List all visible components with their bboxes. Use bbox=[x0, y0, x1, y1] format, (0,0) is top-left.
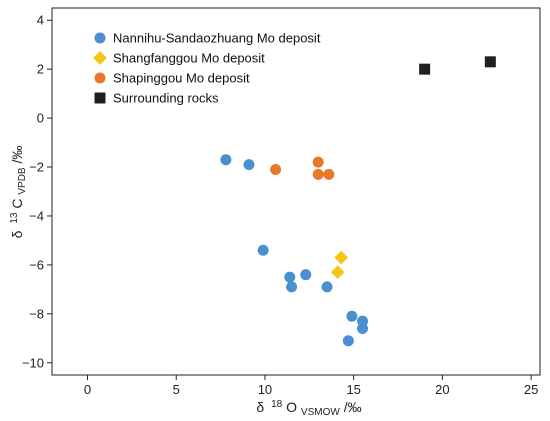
data-point-surrounding-rocks bbox=[484, 56, 496, 68]
y-tick-label: −6 bbox=[29, 257, 44, 272]
data-point-shapinggou-mo-deposit bbox=[270, 163, 282, 175]
data-point-nannihu-sandaozhuang-mo-deposit bbox=[284, 271, 296, 283]
y-tick-label: 2 bbox=[37, 62, 44, 77]
y-tick-label: −10 bbox=[22, 355, 44, 370]
y-tick-label: −2 bbox=[29, 160, 44, 175]
data-point-nannihu-sandaozhuang-mo-deposit bbox=[257, 244, 269, 256]
x-tick-label: 5 bbox=[173, 382, 180, 397]
y-axis-title-sub: VPDB bbox=[17, 167, 28, 195]
data-point-nannihu-sandaozhuang-mo-deposit bbox=[300, 269, 312, 281]
y-axis-title-prefix: δ bbox=[9, 230, 25, 238]
data-point-nannihu-sandaozhuang-mo-deposit bbox=[357, 323, 369, 335]
x-axis-title-sup: 18 bbox=[271, 399, 283, 410]
legend-marker-nannihu-sandaozhuang-mo-deposit bbox=[94, 32, 106, 44]
x-axis-title: δ 18 O VSMOW /‰ bbox=[256, 394, 361, 418]
data-point-shapinggou-mo-deposit bbox=[323, 168, 335, 180]
x-tick-label: 10 bbox=[258, 382, 272, 397]
x-tick-label: 15 bbox=[346, 382, 360, 397]
x-tick-label: 20 bbox=[435, 382, 449, 397]
y-tick-label: 4 bbox=[37, 13, 44, 28]
x-tick-label: 25 bbox=[524, 382, 538, 397]
y-axis-title-sup: 13 bbox=[9, 212, 20, 224]
legend-item: Nannihu-Sandaozhuang Mo deposit bbox=[94, 31, 321, 46]
x-axis-title-sub: VSMOW bbox=[301, 407, 340, 418]
data-point-shapinggou-mo-deposit bbox=[312, 156, 324, 168]
y-tick-label: −4 bbox=[29, 208, 44, 223]
legend-label: Shapinggou Mo deposit bbox=[113, 71, 250, 86]
x-axis-title-suffix: /‰ bbox=[344, 399, 362, 415]
data-point-shangfanggou-mo-deposit bbox=[334, 250, 349, 265]
y-tick-label: 0 bbox=[37, 111, 44, 126]
data-point-nannihu-sandaozhuang-mo-deposit bbox=[342, 335, 354, 347]
data-point-surrounding-rocks bbox=[419, 63, 431, 75]
y-tick-label: −8 bbox=[29, 306, 44, 321]
legend-marker-shapinggou-mo-deposit bbox=[94, 72, 106, 84]
data-points bbox=[220, 56, 496, 347]
data-point-nannihu-sandaozhuang-mo-deposit bbox=[220, 154, 232, 166]
legend-marker-surrounding-rocks bbox=[94, 92, 106, 104]
data-point-shapinggou-mo-deposit bbox=[312, 168, 324, 180]
x-axis-title-prefix: δ bbox=[256, 399, 264, 415]
plot-frame bbox=[51, 7, 541, 376]
x-axis-title-main: O bbox=[286, 399, 297, 415]
legend-label: Surrounding rocks bbox=[113, 91, 219, 106]
data-point-nannihu-sandaozhuang-mo-deposit bbox=[346, 310, 358, 322]
x-tick-label: 0 bbox=[84, 382, 91, 397]
y-axis-title-suffix: /‰ bbox=[9, 146, 25, 164]
data-point-shangfanggou-mo-deposit bbox=[330, 265, 345, 280]
data-point-nannihu-sandaozhuang-mo-deposit bbox=[286, 281, 298, 293]
legend-item: Shangfanggou Mo deposit bbox=[93, 51, 265, 66]
legend-label: Shangfanggou Mo deposit bbox=[113, 51, 265, 66]
data-point-nannihu-sandaozhuang-mo-deposit bbox=[321, 281, 333, 293]
data-point-nannihu-sandaozhuang-mo-deposit bbox=[243, 159, 255, 171]
legend-item: Surrounding rocks bbox=[94, 91, 219, 106]
legend-label: Nannihu-Sandaozhuang Mo deposit bbox=[113, 31, 321, 46]
legend-marker-shangfanggou-mo-deposit bbox=[93, 51, 107, 65]
legend: Nannihu-Sandaozhuang Mo deposit Shangfang… bbox=[93, 31, 321, 106]
legend-item: Shapinggou Mo deposit bbox=[94, 71, 250, 86]
y-axis-title-main: C bbox=[9, 199, 25, 209]
y-axis-title: δ 13 C VPDB /‰ bbox=[4, 146, 28, 239]
